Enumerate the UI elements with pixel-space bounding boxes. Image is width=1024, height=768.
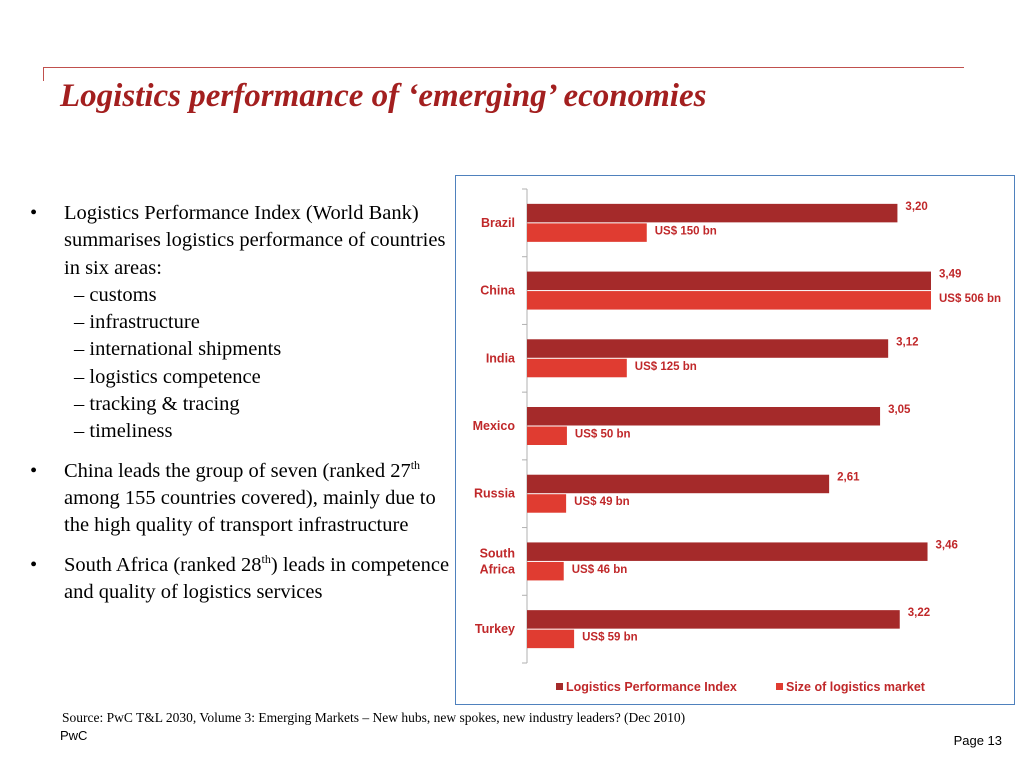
bullet-lpi-text: Logistics Performance Index (World Bank)… xyxy=(64,202,446,279)
data-label-lpi: 3,20 xyxy=(905,201,927,213)
slide-title: Logistics performance of ‘emerging’ econ… xyxy=(60,78,707,114)
category-label: Mexico xyxy=(473,419,516,433)
data-label-lpi: 3,22 xyxy=(908,607,930,619)
ordinal-suffix: th xyxy=(410,457,421,472)
data-label-lpi: 2,61 xyxy=(837,472,860,484)
lpi-area-item: – tracking & tracing xyxy=(74,393,240,416)
lpi-areas-list: – customs – infrastructure – internation… xyxy=(64,282,460,446)
title-rule xyxy=(43,67,964,68)
data-label-lpi: 3,05 xyxy=(888,404,911,416)
bullet-china-text-start: China leads the group of seven (ranked 2… xyxy=(64,459,411,482)
category-label: India xyxy=(486,351,516,365)
data-label-market-size: US$ 506 bn xyxy=(939,293,1001,305)
data-label-lpi: 3,12 xyxy=(896,336,918,348)
bullet-list: • Logistics Performance Index (World Ban… xyxy=(30,200,460,618)
legend-swatch-market-size xyxy=(776,683,783,690)
lpi-area-item: – timeliness xyxy=(74,420,173,443)
bullet-china: • China leads the group of seven (ranked… xyxy=(30,458,460,540)
bar-lpi xyxy=(527,407,881,426)
bar-market-size xyxy=(527,223,647,242)
data-label-market-size: US$ 46 bn xyxy=(572,564,628,576)
source-note: Source: PwC T&L 2030, Volume 3: Emerging… xyxy=(62,710,686,725)
bar-lpi xyxy=(527,474,830,494)
legend-label-lpi: Logistics Performance Index xyxy=(566,680,737,694)
lpi-area-item: – customs xyxy=(74,283,157,306)
data-label-market-size: US$ 125 bn xyxy=(635,361,697,373)
lpi-area-item: – international shipments xyxy=(74,338,282,361)
bullet-sa-text-start: South Africa (ranked 28 xyxy=(64,553,262,576)
bar-lpi xyxy=(527,271,931,291)
bar-lpi xyxy=(527,542,928,561)
category-label: South Africa xyxy=(480,546,516,576)
bar-chart: 3,20 US$ 150 bn Brazil 3,49 US$ 506 bn China 3… xyxy=(473,188,1001,694)
title-rule-tick xyxy=(43,67,44,81)
data-label-market-size: US$ 150 bn xyxy=(655,225,717,237)
bullet-china-text-end: among 155 countries covered), mainly due… xyxy=(64,486,436,537)
data-label-market-size: US$ 59 bn xyxy=(582,632,638,644)
bar-market-size xyxy=(527,358,627,378)
bullet-sa-text-end: ) leads in competence and quality of log… xyxy=(64,553,450,603)
bar-market-size xyxy=(527,629,575,649)
legend-swatch-lpi xyxy=(556,683,563,690)
category-label: Turkey xyxy=(475,622,515,636)
legend-label-market-size: Size of logistics market xyxy=(786,680,926,694)
category-label: Brazil xyxy=(481,216,515,230)
bullet-marker: • xyxy=(30,553,38,576)
bar-lpi xyxy=(527,339,889,358)
page-number: Page 13 xyxy=(953,733,1002,748)
category-label: China xyxy=(480,284,516,298)
category-label: Russia xyxy=(474,487,516,501)
data-label-market-size: US$ 50 bn xyxy=(575,429,631,441)
bullet-south-africa: • South Africa (ranked 28th) leads in co… xyxy=(30,552,460,607)
bullet-china-text: China leads the group of seven (ranked 2… xyxy=(64,457,436,537)
chart-frame: 3,20 US$ 150 bn Brazil 3,49 US$ 506 bn China 3… xyxy=(455,175,1015,705)
bullet-lpi: • Logistics Performance Index (World Ban… xyxy=(30,200,460,446)
bullet-marker: • xyxy=(30,459,38,482)
lpi-area-item: – logistics competence xyxy=(74,365,261,388)
bar-market-size xyxy=(527,561,564,581)
bar-lpi xyxy=(527,610,900,629)
ordinal-suffix: th xyxy=(261,551,271,566)
bullet-marker: • xyxy=(30,202,38,224)
bar-market-size xyxy=(527,291,931,310)
footer-brand: PwC xyxy=(60,728,88,743)
data-label-market-size: US$ 49 bn xyxy=(574,496,630,508)
bar-market-size xyxy=(527,494,567,513)
bullet-south-africa-text: South Africa (ranked 28th) leads in comp… xyxy=(64,551,450,603)
data-label-lpi: 3,46 xyxy=(936,539,958,551)
bar-market-size xyxy=(527,426,567,445)
lpi-area-item: – infrastructure xyxy=(74,311,200,334)
data-label-lpi: 3,49 xyxy=(939,269,961,281)
bar-lpi xyxy=(527,203,898,223)
